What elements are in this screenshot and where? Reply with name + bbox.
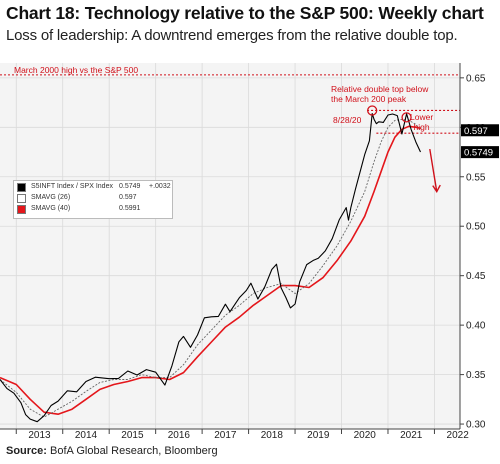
legend-swatch-sma40 bbox=[17, 205, 26, 214]
chart-legend: S5INFT Index / SPX Index 0.5749 +.0032 SMA… bbox=[13, 180, 173, 219]
x-tick-label: 2017 bbox=[214, 430, 237, 441]
x-tick-label: 2018 bbox=[261, 430, 284, 441]
legend-label: S5INFT Index / SPX Index bbox=[31, 183, 113, 190]
y-tick-label: 0.45 bbox=[466, 271, 486, 282]
y-tick-label: 0.35 bbox=[466, 370, 486, 381]
x-tick-label: 2021 bbox=[400, 430, 423, 441]
series-line-sma40 bbox=[0, 125, 421, 415]
y-tick-label: 0.30 bbox=[466, 420, 486, 431]
x-tick-label: 2015 bbox=[121, 430, 144, 441]
y-axis: 0.650.600.550.500.450.400.350.300.5970.5… bbox=[459, 63, 499, 431]
x-tick-label: 2016 bbox=[168, 430, 191, 441]
x-tick-label: 2020 bbox=[354, 430, 377, 441]
x-tick-label: 2019 bbox=[307, 430, 330, 441]
last-value-label: 0.597 bbox=[464, 126, 488, 137]
series-group bbox=[0, 113, 421, 423]
downtrend-arrow bbox=[429, 148, 438, 192]
y-tick-label: 0.50 bbox=[466, 222, 486, 233]
chart-subtitle: Loss of leadership: A downtrend emerges … bbox=[6, 27, 458, 44]
series-line-sma26 bbox=[0, 118, 421, 418]
lower-high-circle bbox=[401, 112, 412, 123]
double-top-circle bbox=[367, 105, 378, 116]
source-label: Source: bbox=[6, 445, 47, 457]
source-text: BofA Global Research, Bloomberg bbox=[50, 445, 218, 457]
date-annotation: 8/28/20 bbox=[333, 115, 362, 125]
legend-swatch-sma26 bbox=[17, 194, 26, 203]
legend-label: SMAVG (26) bbox=[31, 194, 71, 201]
x-tick-label: 2014 bbox=[75, 430, 98, 441]
lower-high-annotation: Lower high bbox=[410, 112, 433, 132]
legend-value: 0.5749 bbox=[119, 183, 141, 190]
legend-item-sma40: SMAVG (40) 0.5991 bbox=[14, 203, 172, 214]
last-value-box bbox=[461, 146, 499, 159]
downtrend-arrowhead bbox=[432, 184, 441, 193]
lower-high-line2: high bbox=[413, 122, 430, 132]
plot-background bbox=[0, 63, 460, 429]
legend-value: 0.5991 bbox=[119, 205, 141, 212]
last-value-box bbox=[461, 124, 499, 137]
last-value-label: 0.5749 bbox=[464, 148, 493, 159]
x-axis: 2013 2014 2015 2016 2017 2018 2019 2020 2021 2022 bbox=[0, 428, 470, 441]
march-2000-annotation: March 2000 high vs the S&P 500 bbox=[14, 65, 139, 75]
source-note: Source: BofA Global Research, Bloomberg bbox=[6, 445, 218, 457]
legend-swatch-price bbox=[17, 183, 26, 192]
double-top-line2: the March 200 peak bbox=[331, 94, 407, 104]
y-tick-label: 0.65 bbox=[466, 73, 486, 84]
legend-value: 0.597 bbox=[119, 194, 137, 201]
double-top-annotation: Relative double top below the March 200 … bbox=[331, 84, 428, 104]
legend-item-price: S5INFT Index / SPX Index 0.5749 +.0032 bbox=[14, 181, 172, 192]
legend-change: +.0032 bbox=[149, 183, 171, 190]
legend-label: SMAVG (40) bbox=[31, 205, 71, 212]
x-tick-label: 2013 bbox=[28, 430, 51, 441]
series-line-price bbox=[0, 113, 421, 423]
double-top-line1: Relative double top below bbox=[331, 84, 429, 94]
y-tick-label: 0.55 bbox=[466, 172, 486, 183]
chart-title: Chart 18: Technology relative to the S&P… bbox=[6, 3, 484, 23]
y-tick-label: 0.40 bbox=[466, 321, 486, 332]
annotation-marks bbox=[367, 105, 441, 193]
lower-high-line1: Lower bbox=[410, 112, 434, 122]
x-tick-label: 2022 bbox=[447, 430, 470, 441]
legend-item-sma26: SMAVG (26) 0.597 bbox=[14, 192, 172, 203]
reference-lines bbox=[0, 74, 460, 134]
grid bbox=[0, 63, 460, 429]
